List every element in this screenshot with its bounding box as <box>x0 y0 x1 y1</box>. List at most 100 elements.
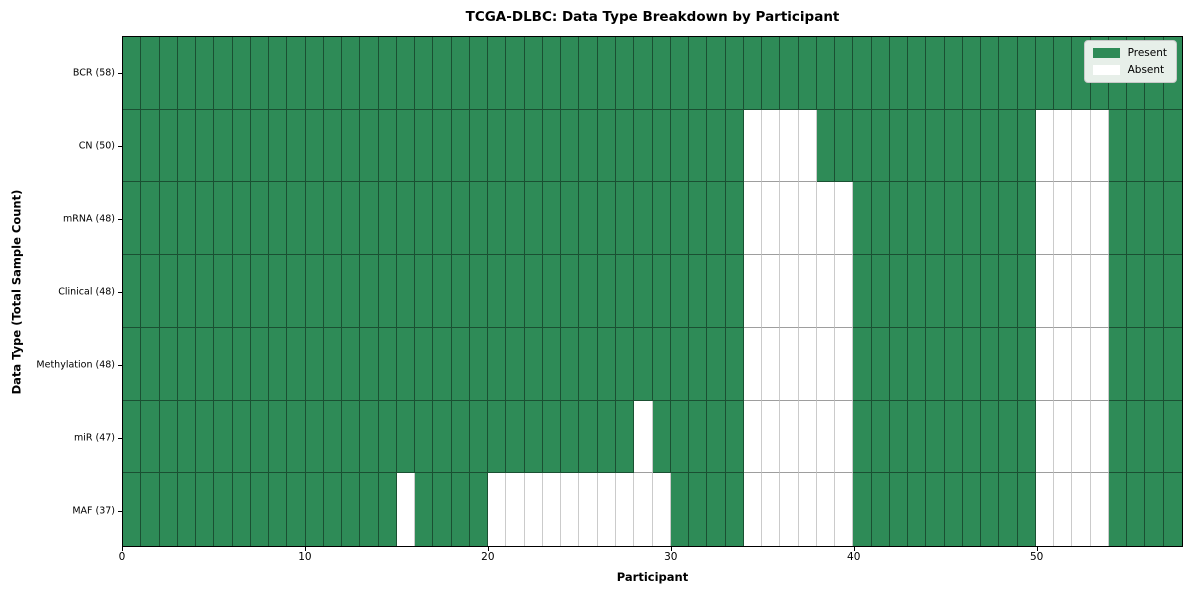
heatmap-cell <box>689 327 708 401</box>
y-tick-mark <box>118 510 122 512</box>
heatmap-cell <box>707 400 726 474</box>
heatmap-cell <box>196 400 215 474</box>
heatmap-cell <box>287 400 306 474</box>
y-tick-mark <box>118 291 122 293</box>
heatmap-cell <box>561 37 580 110</box>
heatmap-cell <box>1017 182 1036 256</box>
heatmap-cell <box>323 400 343 474</box>
heatmap-cell <box>853 109 872 183</box>
heatmap-cell <box>433 37 452 110</box>
heatmap-cell <box>944 255 963 328</box>
y-tick-label: BCR (58) <box>72 67 115 78</box>
heatmap-cell <box>542 400 562 474</box>
heatmap-cell <box>214 327 233 401</box>
x-tick-label: 10 <box>298 551 312 563</box>
heatmap-cell <box>433 327 452 401</box>
heatmap-cell <box>287 37 306 110</box>
heatmap-cell <box>579 182 598 256</box>
heatmap-cell <box>269 109 288 183</box>
heatmap-cell <box>871 473 890 546</box>
heatmap-cell <box>360 255 379 328</box>
heatmap-cell <box>561 109 580 183</box>
heatmap-cell <box>853 37 872 110</box>
heatmap-cell <box>1108 255 1128 328</box>
heatmap-cell <box>835 400 854 474</box>
heatmap-cell <box>287 182 306 256</box>
heatmap-grid <box>123 37 1182 546</box>
heatmap-cell <box>305 109 324 183</box>
heatmap-cell <box>871 109 890 183</box>
x-tick-mark <box>304 547 306 551</box>
chart-title: TCGA-DLBC: Data Type Breakdown by Partic… <box>465 9 840 25</box>
heatmap-cell <box>451 327 470 401</box>
heatmap-cell <box>1054 109 1073 183</box>
heatmap-cell <box>1090 400 1109 474</box>
heatmap-cell <box>177 255 197 328</box>
heatmap-cell <box>707 182 726 256</box>
heatmap-cell <box>542 327 562 401</box>
heatmap-cell <box>579 37 598 110</box>
heatmap-cell <box>451 473 470 546</box>
heatmap-cell <box>141 400 160 474</box>
heatmap-cell <box>269 473 288 546</box>
heatmap-cell <box>926 400 945 474</box>
legend-swatch-icon <box>1092 65 1120 75</box>
heatmap-cell <box>1145 327 1164 401</box>
legend: Present Absent <box>1083 40 1177 83</box>
heatmap-cell <box>962 400 982 474</box>
heatmap-cell <box>725 255 744 328</box>
x-tick-label: 40 <box>847 551 861 563</box>
heatmap-cell <box>889 473 909 546</box>
heatmap-cell <box>707 109 726 183</box>
y-tick-mark <box>118 364 122 366</box>
heatmap-cell <box>926 37 945 110</box>
heatmap-cell <box>615 400 635 474</box>
heatmap-cell <box>1090 182 1109 256</box>
heatmap-cell <box>1017 255 1036 328</box>
heatmap-cell <box>506 255 525 328</box>
heatmap-cell <box>305 400 324 474</box>
heatmap-cell <box>196 327 215 401</box>
heatmap-cell <box>250 182 270 256</box>
heatmap-cell <box>415 473 434 546</box>
heatmap-cell <box>561 327 580 401</box>
heatmap-cell <box>360 473 379 546</box>
heatmap-cell <box>196 182 215 256</box>
heatmap-cell <box>141 37 160 110</box>
heatmap-cell <box>762 473 781 546</box>
heatmap-cell <box>1090 255 1109 328</box>
heatmap-cell <box>1017 37 1036 110</box>
heatmap-cell <box>159 255 178 328</box>
heatmap-cell <box>944 327 963 401</box>
heatmap-cell <box>378 255 397 328</box>
heatmap-cell <box>798 400 817 474</box>
heatmap-cell <box>1163 182 1182 256</box>
heatmap-cell <box>177 37 197 110</box>
heatmap-cell <box>634 182 653 256</box>
y-tick-label: Methylation (48) <box>36 359 115 370</box>
heatmap-cell <box>360 400 379 474</box>
heatmap-cell <box>488 182 507 256</box>
heatmap-cell <box>615 327 635 401</box>
heatmap-cell <box>944 473 963 546</box>
heatmap-cell <box>762 182 781 256</box>
heatmap-cell <box>1017 109 1036 183</box>
heatmap-cell <box>159 327 178 401</box>
heatmap-cell <box>469 255 489 328</box>
heatmap-cell <box>1035 473 1055 546</box>
heatmap-cell <box>123 400 142 474</box>
heatmap-cell <box>652 37 671 110</box>
y-tick-mark <box>118 72 122 74</box>
y-tick-label: miR (47) <box>73 432 115 443</box>
heatmap-cell <box>159 109 178 183</box>
heatmap-cell <box>1163 473 1182 546</box>
heatmap-cell <box>889 400 909 474</box>
heatmap-cell <box>542 255 562 328</box>
heatmap-cell <box>1072 327 1091 401</box>
heatmap-cell <box>853 400 872 474</box>
heatmap-cell <box>177 182 197 256</box>
heatmap-cell <box>141 327 160 401</box>
heatmap-cell <box>908 400 927 474</box>
heatmap-cell <box>378 109 397 183</box>
heatmap-cell <box>798 109 817 183</box>
